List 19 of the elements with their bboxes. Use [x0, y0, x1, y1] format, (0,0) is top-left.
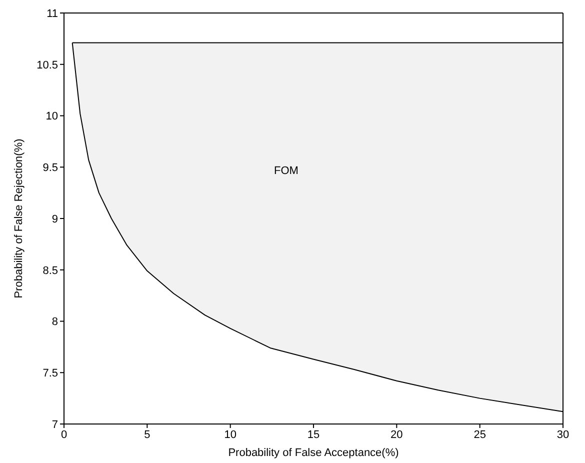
x-tick-label: 25: [474, 428, 486, 441]
x-tick-label: 0: [60, 428, 68, 441]
x-axis-title: Probability of False Acceptance(%): [228, 447, 399, 459]
x-tick-label: 5: [144, 428, 150, 441]
y-tick-label: 9.5: [42, 162, 58, 174]
x-tick-label: 30: [556, 428, 570, 441]
y-tick-label: 9: [52, 213, 58, 226]
y-axis-title: Probability of False Rejection(%): [12, 138, 25, 298]
y-tick-label: 10.5: [36, 59, 58, 72]
y-tick-label: 7.5: [42, 368, 58, 380]
y-tick-label: 11: [46, 8, 58, 20]
y-tick-label: 8: [52, 316, 58, 328]
annotation: FOM: [274, 165, 298, 177]
x-tick-label: 15: [307, 428, 320, 441]
y-tick-label: 10: [46, 110, 58, 123]
y-tick-label: 7: [52, 418, 58, 431]
x-tick-label: 20: [390, 428, 403, 441]
x-tick-label: 10: [224, 428, 236, 441]
y-tick-label: 8.5: [42, 264, 58, 277]
